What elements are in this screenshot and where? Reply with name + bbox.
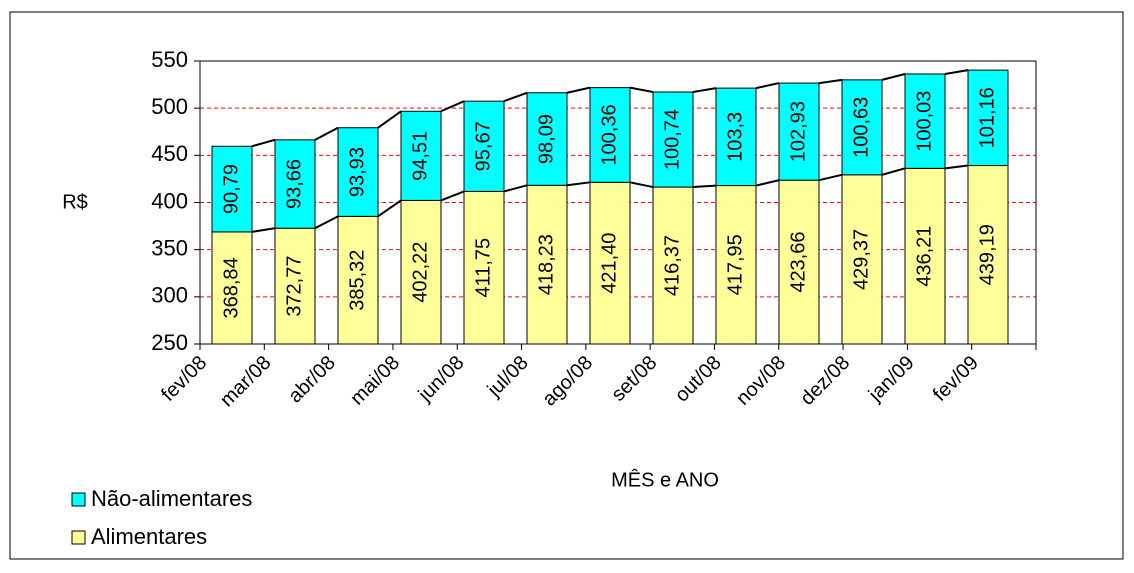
- series-line: [377, 199, 402, 218]
- value-label: 93,66: [283, 159, 305, 209]
- value-label: 368,84: [220, 257, 242, 318]
- value-label: 100,63: [850, 97, 872, 158]
- bar-segment: [715, 185, 757, 345]
- legend-label: Alimentares: [91, 524, 207, 549]
- bar-segment: [274, 139, 316, 229]
- value-label: 94,51: [409, 131, 431, 181]
- series-line: [503, 184, 528, 193]
- bar-segment: [526, 184, 568, 345]
- bar-segment: [904, 73, 946, 169]
- value-label: 98,09: [535, 114, 557, 164]
- value-label: 100,36: [598, 104, 620, 165]
- series-line: [818, 78, 843, 85]
- bar-segment: [967, 69, 1009, 167]
- bar-segment: [400, 110, 442, 201]
- series-line: [566, 181, 591, 187]
- bar-segment: [211, 145, 253, 233]
- value-label: 416,37: [661, 235, 683, 296]
- series-line: [314, 215, 339, 230]
- y-axis-label: R$: [62, 191, 88, 213]
- value-label: 100,03: [913, 91, 935, 152]
- y-tick-label: 550: [151, 47, 188, 72]
- value-label: 436,21: [913, 226, 935, 287]
- bar-segment: [337, 127, 379, 217]
- value-label: 385,32: [346, 250, 368, 311]
- series-line: [629, 181, 654, 189]
- bar-segment: [463, 100, 505, 192]
- value-label: 372,77: [283, 256, 305, 317]
- x-axis-label: MÊS e ANO: [611, 468, 719, 491]
- value-label: 439,19: [976, 224, 998, 285]
- value-label: 100,74: [661, 109, 683, 170]
- series-line: [881, 167, 906, 176]
- series-line: [251, 138, 276, 148]
- bar-segment: [778, 82, 820, 181]
- value-label: 423,66: [787, 232, 809, 293]
- bar-segment: [589, 87, 631, 183]
- series-line: [944, 69, 969, 75]
- value-label: 95,67: [472, 121, 494, 171]
- value-label: 402,22: [409, 242, 431, 303]
- legend-swatch: [71, 492, 86, 507]
- series-line: [566, 86, 591, 94]
- value-label: 101,16: [976, 87, 998, 148]
- value-label: 417,95: [724, 234, 746, 295]
- legend-label: Não-alimentares: [91, 486, 252, 511]
- series-line: [251, 227, 276, 233]
- series-line: [692, 87, 717, 94]
- series-line: [503, 91, 528, 103]
- value-label: 102,93: [787, 101, 809, 162]
- series-line: [629, 86, 654, 94]
- y-tick-label: 500: [151, 94, 188, 119]
- bar-segment: [904, 167, 946, 345]
- series-line: [314, 126, 339, 141]
- series-line: [440, 190, 465, 202]
- bar-segment: [463, 190, 505, 345]
- series-line: [755, 179, 780, 187]
- series-line: [881, 73, 906, 81]
- bar-segment: [400, 199, 442, 345]
- bar-segment: [652, 91, 694, 188]
- bar-segment: [652, 186, 694, 345]
- value-label: 429,37: [850, 229, 872, 290]
- value-label: 411,75: [472, 238, 494, 298]
- value-label: 421,40: [598, 233, 620, 294]
- legend-swatch: [71, 530, 86, 545]
- bar-segment: [211, 231, 253, 345]
- value-label: 418,23: [535, 234, 557, 295]
- series-line: [818, 173, 843, 182]
- bar-segment: [967, 165, 1009, 345]
- bar-segment: [841, 79, 883, 176]
- series-line: [377, 110, 402, 129]
- value-label: 93,93: [346, 147, 368, 197]
- value-label: 103,3: [724, 112, 746, 162]
- bar-segment: [715, 87, 757, 187]
- series-line: [692, 184, 717, 189]
- y-tick-label: 400: [151, 188, 188, 213]
- y-tick-label: 450: [151, 141, 188, 166]
- series-line: [755, 82, 780, 90]
- bar-segment: [526, 92, 568, 186]
- y-tick-label: 350: [151, 235, 188, 260]
- y-tick-label: 300: [151, 283, 188, 308]
- series-line: [944, 164, 969, 170]
- y-tick-label: 250: [151, 330, 188, 355]
- series-line: [440, 100, 465, 113]
- bar-segment: [274, 227, 316, 345]
- value-label: 90,79: [220, 164, 242, 214]
